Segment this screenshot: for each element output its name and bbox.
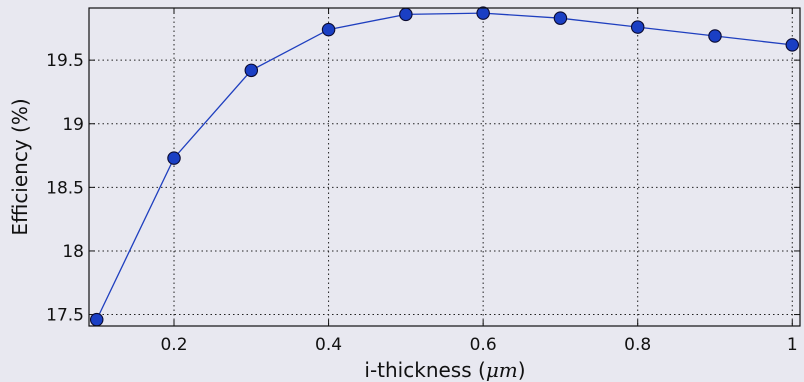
y-tick-label: 19.5 [46, 51, 84, 71]
data-point [476, 6, 490, 20]
y-tick-label: 19 [62, 115, 84, 135]
x-tick-label: 0.4 [315, 335, 342, 355]
data-point [244, 63, 259, 78]
y-axis-ticks: 17.5 18 18.5 19 19.5 [46, 51, 800, 326]
x-tick-label: 0.2 [160, 335, 187, 355]
data-point [399, 7, 413, 22]
series-line [96, 12, 793, 320]
plot-frame [88, 7, 801, 327]
y-tick-label: 17.5 [46, 306, 84, 326]
data-point [785, 38, 800, 52]
x-axis-label-text: i-thickness [364, 358, 471, 382]
grid [89, 8, 800, 326]
y-tick-label: 18 [62, 242, 84, 262]
data-point [553, 11, 568, 25]
data-point [708, 29, 722, 43]
data-point [321, 22, 336, 37]
y-tick-label: 18.5 [46, 178, 84, 198]
x-tick-label: 0.8 [624, 335, 651, 355]
data-point [630, 20, 645, 34]
x-axis-unit: μm [486, 358, 518, 382]
y-axis-label: Efficiency (%) [8, 98, 32, 235]
x-axis-label: i-thickness (μm) [364, 358, 525, 382]
x-tick-label: 1 [787, 335, 798, 355]
data-point [167, 151, 181, 165]
data-point [89, 312, 104, 327]
series [89, 6, 800, 327]
x-tick-label: 0.6 [470, 335, 497, 355]
plot-background [89, 8, 800, 326]
